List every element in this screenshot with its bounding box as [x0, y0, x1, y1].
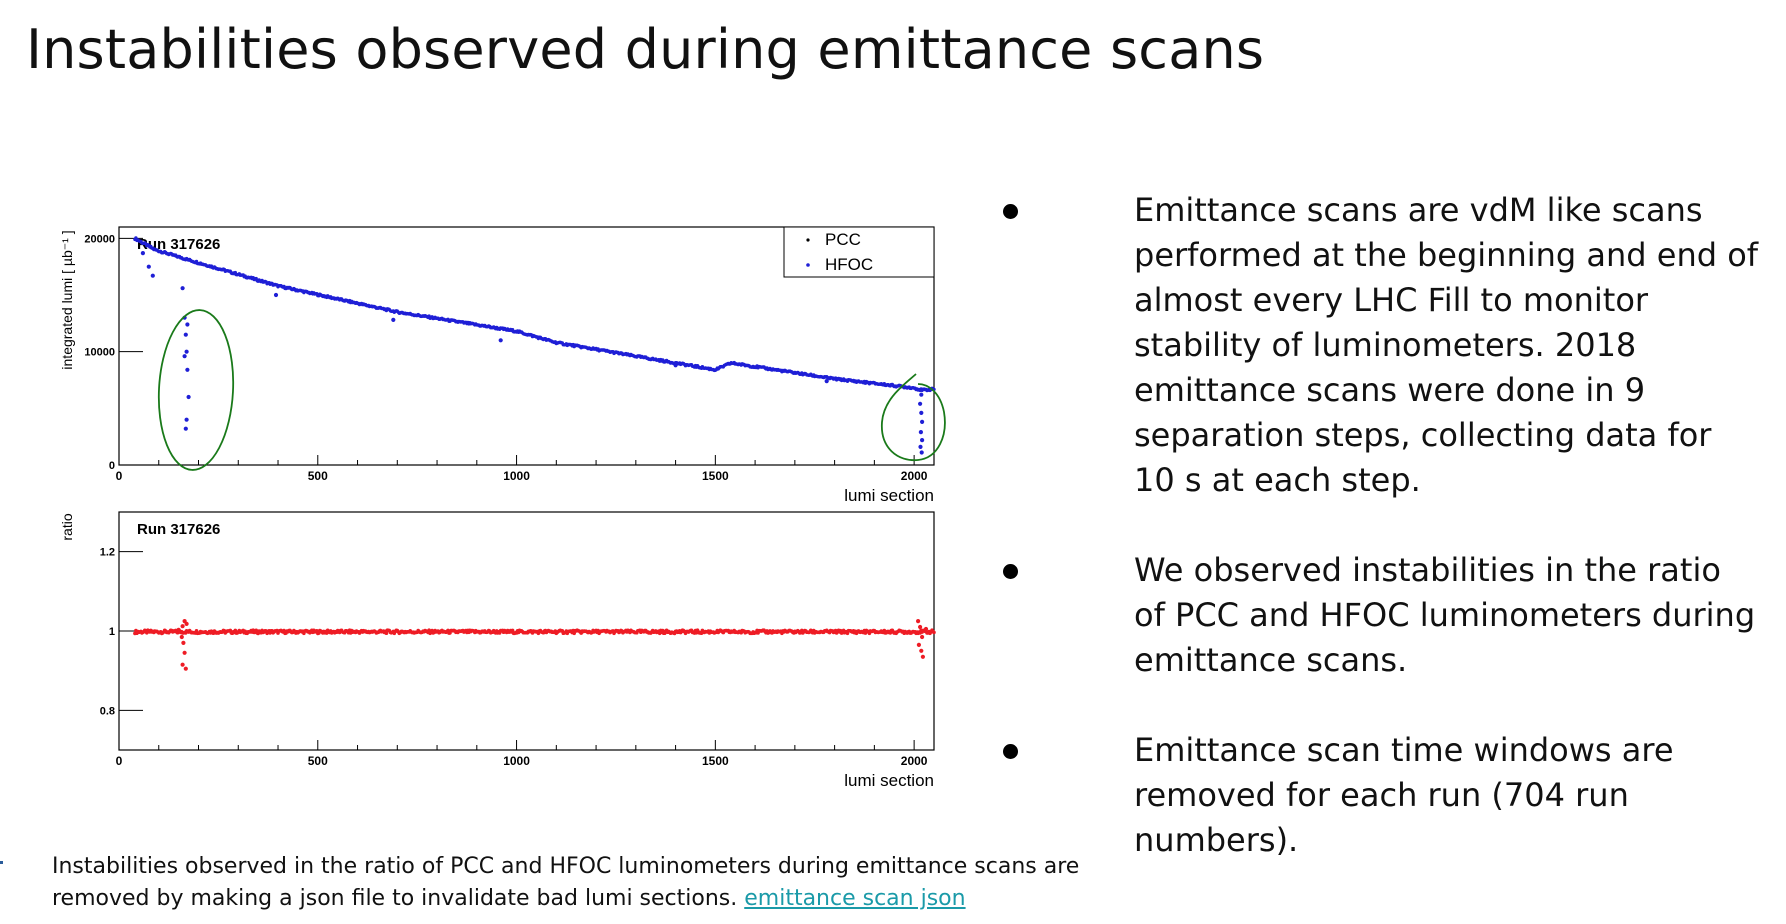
- ratio-outlier-point: [916, 642, 922, 648]
- hfoc-outlier-point: [185, 367, 190, 372]
- hfoc-outlier-point: [184, 349, 189, 354]
- x-tick-label: 0: [116, 754, 123, 768]
- y-tick-label: 1.2: [100, 547, 115, 559]
- hfoc-outlier-point: [182, 354, 187, 359]
- ratio-outlier-point: [180, 624, 185, 629]
- emittance-scan-json-link[interactable]: emittance scan json: [744, 886, 966, 911]
- hfoc-outlier-point: [919, 392, 924, 397]
- x-tick-label: 0: [116, 469, 123, 483]
- bullet-item: Emittance scan time windows are removed …: [1003, 728, 1760, 863]
- plot-title: Run 317626: [137, 521, 220, 538]
- legend: PCC HFOC: [783, 226, 935, 278]
- hand-drawn-annotations: [157, 309, 946, 471]
- ratio-point: [233, 628, 238, 633]
- ratio-point: [932, 630, 936, 635]
- ratio-point: [446, 628, 450, 633]
- hfoc-outlier-point: [919, 450, 924, 455]
- hfoc-outlier-point: [140, 251, 145, 256]
- x-tick-label: 1500: [702, 754, 729, 768]
- hfoc-outlier-point: [391, 317, 396, 322]
- hfoc-outlier-point: [180, 286, 185, 291]
- ratio-point: [384, 631, 389, 635]
- x-tick-label: 2000: [901, 469, 928, 483]
- ratio-outlier-point: [923, 626, 929, 632]
- ratio-outlier-point: [176, 627, 181, 632]
- x-tick-label: 500: [308, 754, 328, 768]
- hfoc-outlier-point: [185, 322, 190, 327]
- bullet-text: Emittance scans are vdM like scans perfo…: [1134, 191, 1759, 499]
- hfoc-outlier-point: [918, 430, 924, 435]
- ratio-outlier-point: [920, 634, 925, 640]
- ratio-outlier-point: [916, 619, 921, 624]
- bullet-item: We observed instabilities in the ratio o…: [1003, 548, 1760, 683]
- x-tick-label: 2000: [901, 754, 928, 768]
- ratio-outlier-point: [920, 654, 926, 659]
- y-axis-label: integrated lumi [ µb⁻¹ ]: [59, 230, 75, 369]
- ratio-point: [254, 628, 258, 633]
- hfoc-outlier-point: [920, 438, 925, 443]
- y-tick-label: 10000: [84, 347, 115, 359]
- y-tick-label: 0: [109, 460, 115, 472]
- x-tick-label: 1000: [503, 469, 530, 483]
- hfoc-outlier-point: [824, 379, 829, 384]
- ratio-outlier-point: [183, 666, 188, 671]
- ratio-point: [282, 628, 286, 633]
- legend-label-pcc: PCC: [825, 230, 861, 249]
- bullet-text: We observed instabilities in the ratio o…: [1134, 551, 1756, 679]
- hfoc-outlier-point: [184, 417, 189, 422]
- legend-marker-pcc: [806, 238, 810, 242]
- x-tick-label: 1500: [702, 469, 729, 483]
- ratio-series: [133, 619, 936, 671]
- legend-label-hfoc: HFOC: [825, 255, 873, 274]
- bullet-dot: [1003, 564, 1018, 579]
- bullet-list: Emittance scans are vdM like scans perfo…: [1003, 188, 1760, 863]
- caption-text: Instabilities observed in the ratio of P…: [52, 854, 1080, 911]
- annotation-circle-first-scan: [157, 309, 235, 471]
- hfoc-outlier-point: [920, 419, 925, 424]
- y-tick-label: 0.8: [100, 705, 115, 717]
- ratio-point: [660, 628, 665, 633]
- annotation-circle-last-scan: [881, 373, 946, 461]
- x-axis-label: lumi section: [844, 486, 934, 505]
- x-tick-label: 500: [308, 469, 328, 483]
- x-axis-label: lumi section: [844, 771, 934, 790]
- ratio-outlier-point: [919, 648, 924, 653]
- hfoc-outlier-point: [146, 264, 151, 269]
- hfoc-outlier-point: [918, 444, 923, 449]
- ratio-outlier-point: [179, 634, 184, 640]
- hfoc-outlier-point: [183, 332, 188, 337]
- ratio-outlier-point: [918, 624, 923, 630]
- y-axis-label: ratio: [59, 513, 75, 540]
- caption: Instabilities observed in the ratio of P…: [52, 851, 1112, 915]
- y-tick-label: 1: [109, 626, 115, 638]
- slide-edge-marker: [0, 861, 3, 864]
- ratio-outlier-point: [184, 621, 189, 627]
- bullet-text: Emittance scan time windows are removed …: [1134, 731, 1674, 859]
- hfoc-outlier-point: [183, 426, 188, 431]
- bullet-item: Emittance scans are vdM like scans perfo…: [1003, 188, 1760, 503]
- ratio-chart: 0 500 1000 1500 2000 0.8 1 1.2 Run 317626 lumi se…: [59, 511, 936, 790]
- x-tick-label: 1000: [503, 754, 530, 768]
- bullet-dot: [1003, 204, 1018, 219]
- hfoc-outlier-point: [150, 273, 155, 278]
- ratio-outlier-point: [181, 640, 186, 646]
- hfoc-outlier-point: [498, 338, 503, 343]
- hfoc-series: [133, 236, 936, 455]
- legend-marker-hfoc: [806, 263, 810, 267]
- hfoc-outlier-point: [673, 363, 678, 368]
- ratio-outlier-point: [180, 662, 185, 667]
- ratio-outlier-point: [182, 650, 187, 655]
- hfoc-outlier-point: [919, 410, 924, 415]
- ratio-point: [510, 628, 515, 633]
- hfoc-outlier-point: [186, 394, 191, 400]
- bullet-dot: [1003, 744, 1018, 759]
- y-tick-label: 20000: [84, 233, 115, 245]
- slide-title: Instabilities observed during emittance …: [26, 18, 1265, 81]
- hfoc-outlier-point: [918, 401, 923, 406]
- hfoc-outlier-point: [273, 292, 279, 298]
- legend-box: [783, 226, 935, 278]
